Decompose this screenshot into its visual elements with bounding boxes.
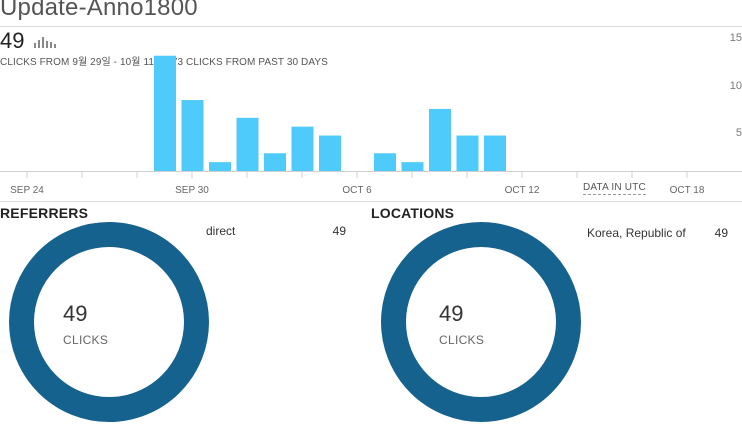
referrers-donut-value: 49 <box>63 301 88 326</box>
bar-sep-30[interactable] <box>181 100 204 171</box>
y-tick-5: 5 <box>735 127 742 139</box>
header-divider <box>0 26 742 27</box>
locations-donut-label: CLICKS <box>439 333 485 347</box>
referrers-title: REFERRERS <box>0 205 89 221</box>
bar-sep-29[interactable] <box>154 55 176 171</box>
x-tick-label-0: SEP 24 <box>10 185 44 196</box>
clicks-bar-chart: SEP 24 SEP 30 OCT 6 OCT 12 OCT 18 <box>0 55 742 196</box>
x-ticks-group: SEP 24 SEP 30 OCT 6 OCT 12 OCT 18 <box>10 172 705 196</box>
x-tick-label-2: OCT 6 <box>342 185 372 196</box>
data-in-utc-label[interactable]: DATA IN UTC <box>583 182 646 195</box>
bar-oct-7[interactable] <box>374 153 396 171</box>
section-divider <box>0 201 742 202</box>
y-tick-10: 10 <box>729 80 742 92</box>
link-title: Update-Anno1800 <box>0 0 198 21</box>
bar-oct-5[interactable] <box>319 135 341 171</box>
bar-oct-9[interactable] <box>429 108 451 171</box>
x-tick-label-4: OCT 18 <box>670 185 705 196</box>
referrer-label[interactable]: direct <box>206 224 236 238</box>
locations-donut-value: 49 <box>439 301 464 326</box>
bar-oct-4[interactable] <box>291 126 314 171</box>
bar-oct-8[interactable] <box>401 162 424 171</box>
referrers-donut <box>9 222 209 422</box>
bar-oct-11[interactable] <box>484 135 506 171</box>
y-tick-15: 15 <box>729 32 742 44</box>
bar-chart-icon[interactable] <box>34 36 56 48</box>
x-tick-label-3: OCT 12 <box>505 185 540 196</box>
referrers-donut-label: CLICKS <box>63 333 109 347</box>
referrer-value: 49 <box>332 224 346 238</box>
location-value: 49 <box>714 226 728 240</box>
bar-oct-3[interactable] <box>264 153 286 171</box>
x-tick-label-1: SEP 30 <box>175 185 209 196</box>
locations-donut <box>381 222 581 422</box>
clicks-past-30: 73 CLICKS FROM PAST 30 DAYS <box>171 57 328 68</box>
bar-oct-1[interactable] <box>209 162 231 171</box>
clicks-range: CLICKS FROM 9월 29일 - 10월 11일 <box>0 57 164 68</box>
bars-group <box>154 55 506 171</box>
bar-oct-2[interactable] <box>236 117 259 171</box>
total-clicks: 49 <box>0 28 25 53</box>
locations-title: LOCATIONS <box>371 205 455 221</box>
bar-oct-10[interactable] <box>456 135 479 171</box>
location-label[interactable]: Korea, Republic of <box>587 226 686 240</box>
